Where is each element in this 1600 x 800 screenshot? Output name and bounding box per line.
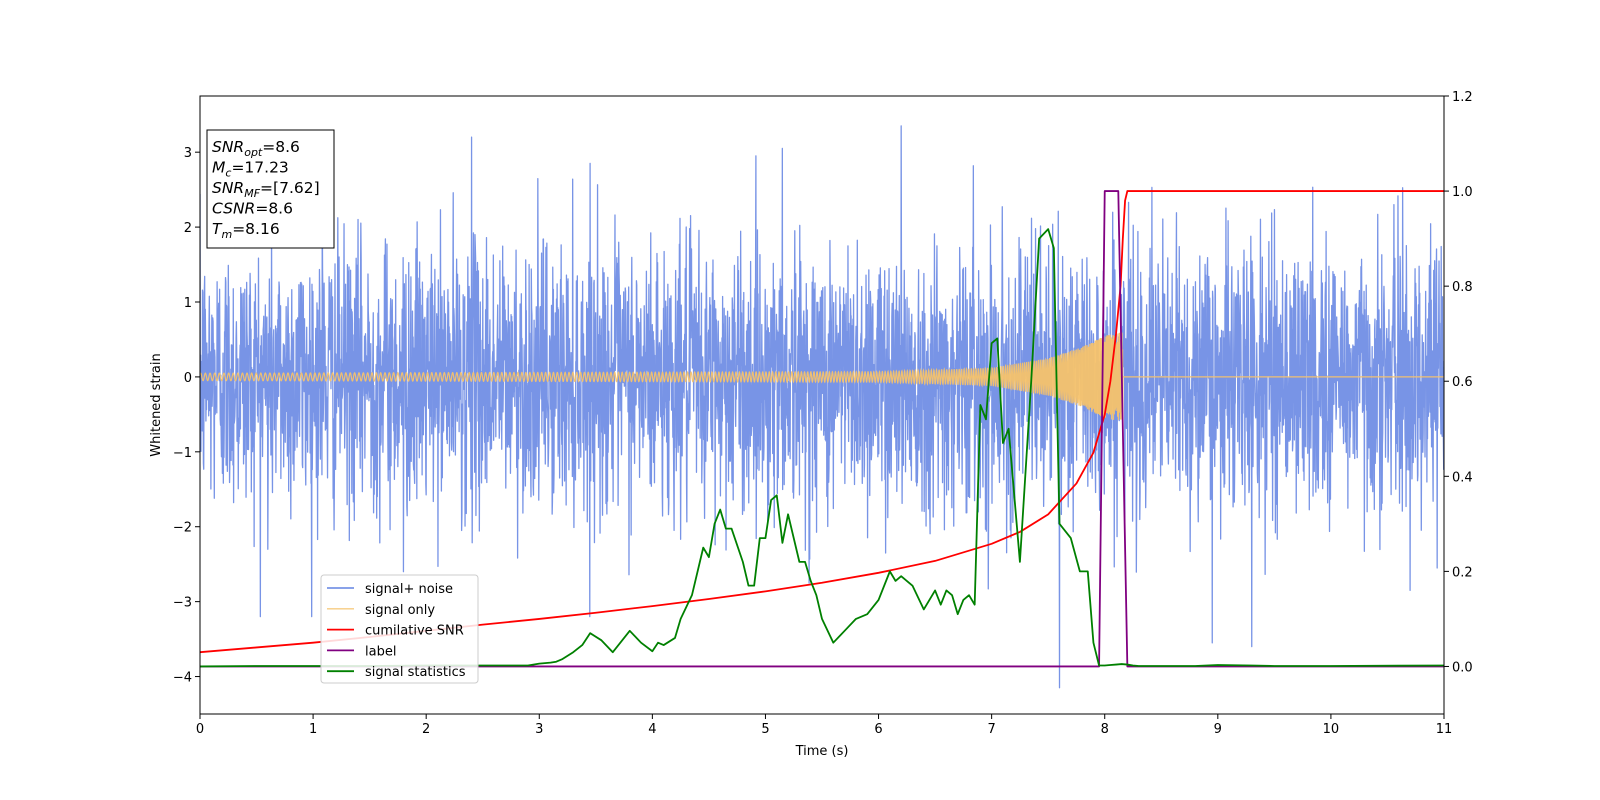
x-tick-label: 3 [535, 722, 543, 737]
x-tick-label: 4 [648, 722, 656, 737]
y-left-tick-label: 2 [184, 221, 192, 236]
y-left-tick-label: 0 [184, 371, 192, 386]
x-tick-label: 6 [874, 722, 882, 737]
x-tick-label: 10 [1323, 722, 1340, 737]
y-axis-left: −4 −3 −2 −1 0 1 2 3 [173, 146, 200, 686]
y-left-tick-label: −3 [173, 596, 192, 611]
annotation-line: CSNR=8.6 [212, 200, 293, 218]
x-tick-label: 7 [987, 722, 995, 737]
y-right-tick-label: 0.4 [1452, 470, 1473, 485]
series-line-signal-statistics [200, 228, 1444, 668]
y-right-tick-label: 0.6 [1452, 375, 1473, 390]
y-right-tick-label: 1.0 [1452, 185, 1473, 200]
annotation-line: SNRopt=8.6 [212, 138, 300, 159]
y-axis-label-left: Whitened strain [149, 353, 164, 456]
annotation-symbol: SNR [212, 138, 244, 156]
series-line-signal-noise [200, 125, 1444, 689]
y-left-tick-label: −4 [173, 671, 192, 686]
legend-label: cumilative SNR [365, 624, 464, 639]
annotation-symbol: M [212, 159, 225, 177]
legend: signal+ noise signal only cumilative SNR la… [320, 574, 479, 684]
y-right-tick-label: 0.0 [1452, 660, 1473, 675]
annotation-subscript: m [221, 228, 232, 241]
plot-frame [199, 95, 1445, 715]
y-left-tick-label: −2 [173, 521, 192, 536]
annotation-value: =8.16 [232, 220, 280, 238]
annotation-value: =8.6 [255, 200, 293, 218]
x-tick-label: 11 [1436, 722, 1453, 737]
annotation-subscript: c [225, 167, 231, 180]
y-axis-right: 0.0 0.2 0.4 0.6 0.8 1.0 1.2 [1444, 90, 1473, 675]
annotation-frame [206, 129, 335, 249]
y-left-tick-label: −1 [173, 446, 192, 461]
annotation-symbol: SNR [212, 179, 244, 197]
y-right-tick-label: 1.2 [1452, 90, 1473, 105]
annotation-box: SNRopt=8.6Mc=17.23SNRMF=[7.62]CSNR=8.6Tm… [206, 129, 335, 249]
legend-label: signal+ noise [365, 582, 453, 597]
annotation-line: SNRMF=[7.62] [212, 179, 320, 200]
annotation-value: =17.23 [231, 159, 288, 177]
x-tick-label: 0 [196, 722, 204, 737]
y-left-tick-label: 3 [184, 146, 192, 161]
x-tick-label: 9 [1214, 722, 1222, 737]
annotation-line: Tm=8.16 [212, 220, 280, 241]
y-right-tick-label: 0.2 [1452, 565, 1473, 580]
x-tick-label: 2 [422, 722, 430, 737]
x-axis: 0 1 2 3 4 5 6 7 8 9 10 11 [196, 714, 1452, 737]
annotation-line: Mc=17.23 [212, 159, 289, 180]
annotation-subscript: MF [244, 187, 260, 200]
y-left-tick-label: 1 [184, 296, 192, 311]
legend-frame [320, 574, 479, 684]
legend-label: signal statistics [365, 665, 466, 680]
annotation-symbol: CSNR [212, 200, 255, 218]
x-tick-label: 1 [309, 722, 317, 737]
legend-label: signal only [365, 603, 435, 618]
annotation-subscript: opt [244, 146, 263, 159]
x-tick-label: 8 [1101, 722, 1109, 737]
x-axis-label: Time (s) [795, 744, 849, 759]
annotation-value: =8.6 [262, 138, 300, 156]
series-line-signal-only [200, 332, 1444, 420]
x-tick-label: 5 [761, 722, 769, 737]
y-right-tick-label: 0.8 [1452, 280, 1473, 295]
legend-label: label [365, 644, 396, 659]
annotation-value: =[7.62] [260, 179, 320, 197]
annotation-symbol: T [212, 220, 223, 238]
